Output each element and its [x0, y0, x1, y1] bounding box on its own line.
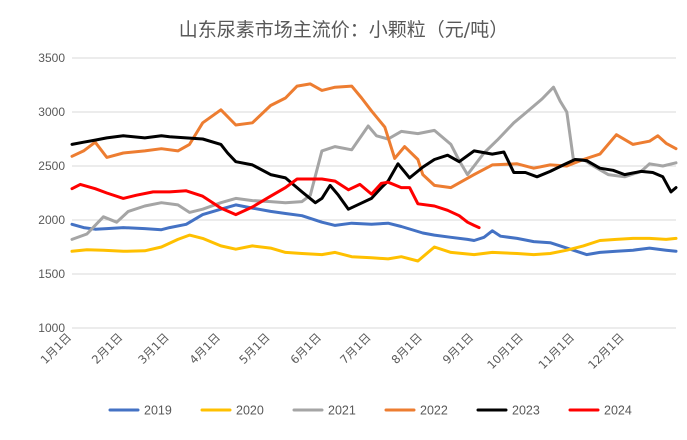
legend-label-2021: 2021 [328, 404, 356, 418]
series-line-2024 [70, 177, 481, 230]
series-line-2021 [70, 85, 678, 241]
series-line-2023 [70, 134, 678, 211]
series-line-2020 [70, 233, 678, 263]
legend-label-2022: 2022 [420, 404, 448, 418]
x-tick-label: 5月1日 [236, 330, 273, 367]
y-tick-label: 3000 [38, 105, 65, 119]
y-tick-label: 1500 [38, 267, 65, 281]
y-axis: 1000 1500 2000 2500 3000 3500 [38, 51, 65, 335]
y-tick-label: 1000 [38, 321, 65, 335]
series-lines [70, 82, 678, 263]
x-tick-label: 11月1日 [535, 330, 577, 372]
series-line-2019 [70, 203, 678, 257]
y-tick-label: 3500 [38, 51, 65, 65]
chart-title: 山东尿素市场主流价：小颗粒（元/吨） [179, 19, 508, 41]
y-tick-label: 2500 [38, 159, 65, 173]
legend-label-2024: 2024 [604, 404, 632, 418]
x-tick-label: 12月1日 [585, 330, 627, 372]
x-tick-label: 4月1日 [187, 330, 224, 367]
legend-label-2020: 2020 [236, 404, 264, 418]
x-tick-label: 2月1日 [89, 330, 126, 367]
y-tick-label: 2000 [38, 213, 65, 227]
x-tick-label: 9月1日 [440, 330, 477, 367]
x-tick-label: 3月1日 [135, 330, 172, 367]
x-tick-label: 7月1日 [337, 330, 374, 367]
x-axis: 1月1日 2月1日 3月1日 4月1日 5月1日 6月1日 7月1日 8月1日 9月1日 10月1… [38, 330, 627, 372]
x-tick-label: 10月1日 [484, 330, 526, 372]
x-tick-label: 1月1日 [38, 330, 75, 367]
legend: 2019 2020 2021 2022 2023 2024 [108, 404, 632, 418]
legend-label-2019: 2019 [144, 404, 172, 418]
legend-label-2023: 2023 [512, 404, 540, 418]
x-tick-label: 8月1日 [388, 330, 425, 367]
x-tick-label: 6月1日 [287, 330, 324, 367]
